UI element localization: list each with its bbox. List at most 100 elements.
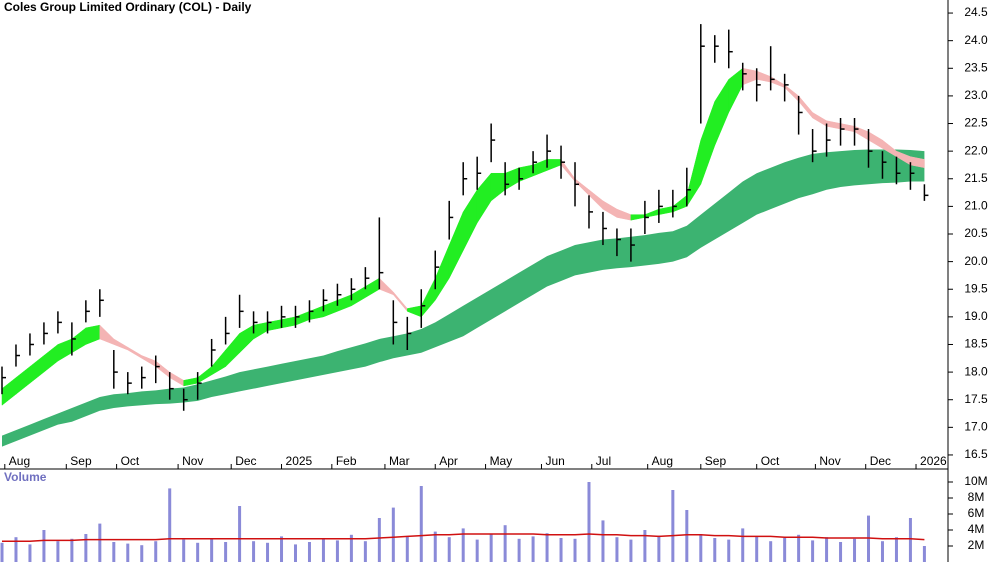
y-tick-label: 17.5 xyxy=(964,392,988,406)
slow-ribbon xyxy=(2,149,925,447)
chart-title: Coles Group Limited Ordinary (COL) - Dai… xyxy=(4,0,252,14)
volume-bar xyxy=(126,543,130,562)
y-tick-label: 17.0 xyxy=(964,420,988,434)
volume-bar xyxy=(867,515,871,562)
volume-bar xyxy=(112,542,116,562)
y-tick-label: 18.5 xyxy=(964,337,988,351)
volume-bar xyxy=(224,542,228,562)
volume-bar xyxy=(447,537,451,562)
volume-bar xyxy=(559,538,563,562)
volume-bar xyxy=(335,540,339,562)
y-tick-label: 19.0 xyxy=(964,309,988,323)
x-tick-label: Dec xyxy=(870,454,891,468)
volume-bar xyxy=(503,525,507,562)
volume-bar xyxy=(307,542,311,562)
volume-bar xyxy=(84,534,88,562)
volume-bar xyxy=(349,534,353,562)
y-tick-label: 20.5 xyxy=(964,226,988,240)
volume-bar xyxy=(391,507,395,562)
x-tick-label: Nov xyxy=(182,454,203,468)
volume-average xyxy=(2,533,925,542)
price-panel xyxy=(1,24,929,447)
volume-bar xyxy=(587,482,591,562)
volume-bar xyxy=(419,486,423,562)
volume-bar xyxy=(922,546,926,562)
x-tick-label: Jun xyxy=(545,454,564,468)
volume-bar xyxy=(629,539,633,562)
volume-bar xyxy=(168,488,172,562)
x-tick-label: Aug xyxy=(9,454,30,468)
volume-tick-label: 6M xyxy=(968,506,985,520)
volume-bar xyxy=(573,538,577,562)
volume-tick-label: 10M xyxy=(964,474,987,488)
volume-bar xyxy=(475,539,479,562)
volume-bar xyxy=(615,537,619,562)
volume-bar xyxy=(727,539,731,562)
x-tick-label: 2026 xyxy=(920,454,947,468)
x-tick-label: Nov xyxy=(819,454,840,468)
volume-bar xyxy=(811,540,815,562)
y-tick-label: 20.0 xyxy=(964,254,988,268)
volume-bar xyxy=(154,541,158,562)
volume-bar xyxy=(531,536,535,562)
volume-bar xyxy=(56,541,60,562)
y-tick-label: 18.0 xyxy=(964,364,988,378)
x-tick-label: Oct xyxy=(121,454,140,468)
volume-bar xyxy=(377,518,381,562)
volume-bar xyxy=(699,534,703,562)
volume-bar xyxy=(14,537,18,562)
volume-bar xyxy=(908,518,912,562)
volume-bar xyxy=(182,539,186,562)
x-tick-label: Apr xyxy=(439,454,458,468)
volume-bar xyxy=(769,541,773,562)
volume-bar xyxy=(880,541,884,562)
volume-bar xyxy=(433,531,437,562)
volume-bar xyxy=(210,538,214,562)
x-tick-label: Jul xyxy=(596,454,611,468)
y-tick-label: 22.0 xyxy=(964,143,988,157)
volume-bar xyxy=(321,538,325,562)
volume-bar xyxy=(783,538,787,562)
x-tick-label: 2025 xyxy=(286,454,313,468)
y-tick-label: 24.5 xyxy=(964,5,988,19)
volume-panel xyxy=(0,482,926,562)
volume-bar xyxy=(853,538,857,562)
x-tick-label: Sep xyxy=(70,454,92,468)
volume-bar xyxy=(489,534,493,562)
volume-bar xyxy=(894,537,898,562)
volume-bar xyxy=(839,542,843,562)
volume-bar xyxy=(238,506,242,562)
volume-tick-label: 8M xyxy=(968,490,985,504)
volume-tick-label: 2M xyxy=(968,538,985,552)
volume-bar xyxy=(140,545,144,562)
y-tick-label: 21.5 xyxy=(964,171,988,185)
y-tick-label: 23.5 xyxy=(964,60,988,74)
volume-tick-label: 4M xyxy=(968,522,985,536)
volume-bar xyxy=(713,538,717,562)
volume-bar xyxy=(280,536,284,562)
volume-bar xyxy=(405,536,409,562)
volume-bar xyxy=(196,542,200,562)
volume-bar xyxy=(601,520,605,562)
y-tick-label: 24.0 xyxy=(964,33,988,47)
x-tick-label: Mar xyxy=(389,454,410,468)
volume-bar xyxy=(98,523,102,562)
volume-bar xyxy=(755,536,759,562)
volume-bar xyxy=(42,530,46,562)
volume-bar xyxy=(657,535,661,562)
volume-bar xyxy=(685,510,689,562)
x-tick-label: Aug xyxy=(652,454,673,468)
volume-bar xyxy=(293,544,297,562)
volume-bar xyxy=(266,542,270,562)
volume-bar xyxy=(252,541,256,562)
x-tick-label: Dec xyxy=(235,454,256,468)
x-tick-label: May xyxy=(490,454,513,468)
y-tick-label: 23.0 xyxy=(964,88,988,102)
x-tick-label: Feb xyxy=(336,454,357,468)
y-tick-label: 21.0 xyxy=(964,199,988,213)
y-tick-label: 22.5 xyxy=(964,116,988,130)
y-tick-label: 16.5 xyxy=(964,447,988,461)
volume-bar xyxy=(0,542,4,562)
